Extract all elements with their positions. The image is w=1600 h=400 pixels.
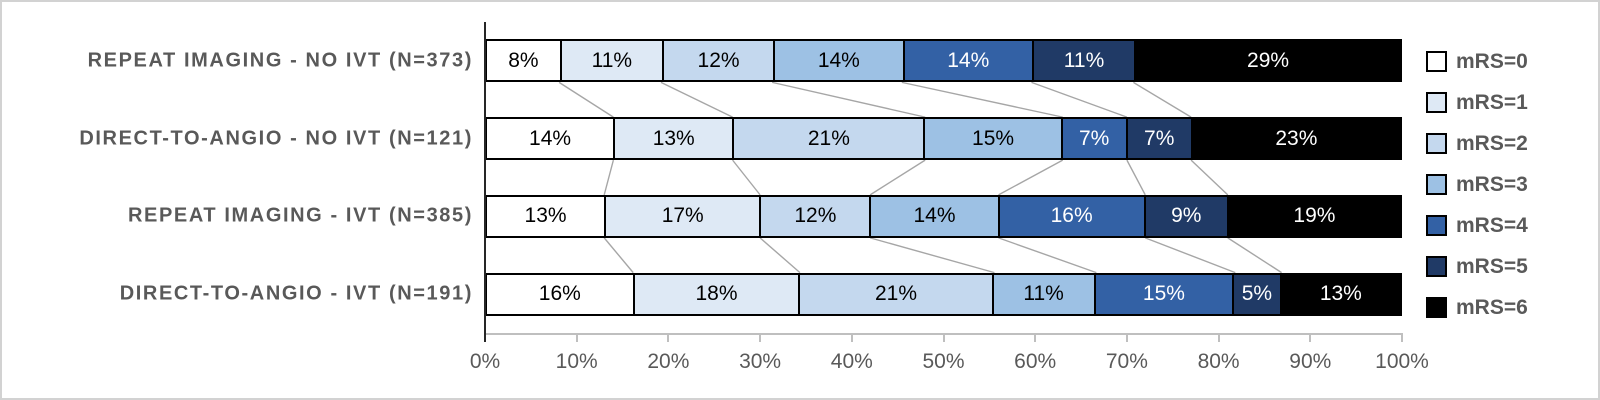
x-axis-tick [1217, 333, 1220, 342]
bar-segment-mrs6: 23% [1190, 119, 1400, 159]
x-axis-tick-label: 10% [555, 350, 598, 373]
x-axis-tick [759, 333, 762, 342]
legend-item-mrs2: mRS=2 [1426, 123, 1528, 164]
x-axis-tick [575, 333, 578, 342]
bar-segment-mrs2: 21% [732, 119, 924, 159]
legend-item-mrs6: mRS=6 [1426, 287, 1528, 328]
connector-line [603, 237, 634, 274]
x-axis-tick [1034, 333, 1037, 342]
connector-line [1031, 81, 1128, 118]
bar-segment-mrs2: 12% [661, 41, 774, 81]
x-axis-tick [850, 333, 853, 342]
connector-line [1126, 159, 1146, 196]
legend-swatch-icon [1426, 92, 1447, 113]
bar-segment-mrs0: 8% [487, 41, 560, 81]
bar-segment-mrs2: 12% [759, 196, 870, 236]
bar-row: 14% 13% 21% 15% 7% 7% 23% [485, 117, 1402, 161]
x-axis-tick-label: 60% [1014, 350, 1057, 373]
bar-row: 8% 11% 12% 14% 14% 11% 29% [485, 39, 1402, 83]
x-axis-tick-label: 90% [1289, 350, 1332, 373]
x-axis-tick-label: 50% [922, 350, 965, 373]
bar-segment-mrs5: 11% [1031, 41, 1135, 81]
legend-label: mRS=6 [1456, 295, 1528, 319]
x-axis-tick [1401, 333, 1403, 342]
legend-swatch-icon [1426, 51, 1447, 72]
bar-segment-mrs4: 16% [997, 196, 1144, 236]
x-axis-tick-label: 20% [647, 350, 690, 373]
bar-segment-mrs6: 19% [1226, 196, 1400, 236]
legend-label: mRS=3 [1456, 172, 1528, 196]
bar-segment-mrs3: 15% [923, 119, 1061, 159]
legend-item-mrs0: mRS=0 [1426, 41, 1528, 82]
legend-label: mRS=0 [1456, 49, 1528, 73]
category-label: DIRECT-TO-ANGIO - IVT (N=191) [119, 282, 473, 305]
bar-segment-mrs0: 13% [487, 196, 605, 236]
category-label: REPEAT IMAGING - IVT (N=385) [127, 204, 473, 227]
connector-line [901, 81, 1063, 118]
bar-segment-mrs5: 7% [1125, 119, 1191, 159]
connector-line [1190, 159, 1229, 196]
legend-swatch-icon [1426, 256, 1447, 277]
legend-label: mRS=2 [1456, 131, 1528, 155]
legend-swatch-icon [1426, 215, 1447, 236]
connector-line [1144, 237, 1236, 274]
connector-line [869, 237, 995, 274]
connector-line [660, 81, 733, 118]
bar-segment-mrs0: 16% [487, 274, 633, 314]
bar-segment-mrs6: 13% [1279, 274, 1400, 314]
connector-line [771, 81, 926, 118]
legend-swatch-icon [1426, 133, 1447, 154]
legend-label: mRS=4 [1456, 213, 1528, 237]
bar-segment-mrs0: 14% [487, 119, 614, 159]
legend-label: mRS=5 [1456, 254, 1528, 278]
bar-segment-mrs1: 18% [632, 274, 799, 314]
x-axis-tick-label: 70% [1105, 350, 1148, 373]
connector-line [558, 81, 614, 118]
connector-line [759, 237, 801, 274]
x-axis-tick-label: 0% [469, 350, 501, 373]
connector-line [998, 159, 1064, 196]
bar-segment-mrs3: 14% [773, 41, 903, 81]
x-axis-tick-label: 80% [1197, 350, 1240, 373]
x-axis-tick [1125, 333, 1128, 342]
bar-segment-mrs4: 15% [1093, 274, 1233, 314]
bar-segment-mrs3: 11% [991, 274, 1094, 314]
bar-segment-mrs5: 9% [1143, 196, 1227, 236]
legend-label: mRS=1 [1456, 90, 1528, 114]
legend: mRS=0 mRS=1 mRS=2 mRS=3 mRS=4 mRS=5 mRS=6 [1426, 41, 1528, 328]
connector-line [1133, 81, 1192, 118]
bar-segment-mrs5: 5% [1232, 274, 1280, 314]
bar-row: 13% 17% 12% 14% 16% 9% 19% [485, 194, 1402, 238]
bar-segment-mrs1: 17% [604, 196, 760, 236]
x-axis-tick-label: 100% [1375, 350, 1429, 373]
bar-row: 16% 18% 21% 11% 15% 5% 13% [485, 272, 1402, 316]
x-axis-tick-label: 40% [830, 350, 873, 373]
connector-line [732, 159, 761, 196]
bar-segment-mrs4: 14% [902, 41, 1032, 81]
y-axis-line [484, 22, 486, 342]
connector-line [1227, 237, 1282, 274]
bar-segment-mrs2: 21% [798, 274, 992, 314]
bar-segment-mrs1: 11% [559, 41, 662, 81]
bar-segment-mrs6: 29% [1134, 41, 1401, 81]
bar-segment-mrs3: 14% [869, 196, 998, 236]
bar-segment-mrs4: 7% [1060, 119, 1126, 159]
legend-swatch-icon [1426, 297, 1447, 318]
x-axis-tick-label: 30% [739, 350, 782, 373]
legend-item-mrs3: mRS=3 [1426, 164, 1528, 205]
category-label: DIRECT-TO-ANGIO - NO IVT (N=121) [79, 127, 473, 150]
connector-line [998, 237, 1097, 274]
legend-item-mrs5: mRS=5 [1426, 246, 1528, 287]
legend-swatch-icon [1426, 174, 1447, 195]
legend-item-mrs4: mRS=4 [1426, 205, 1528, 246]
connector-line [603, 159, 615, 196]
legend-item-mrs1: mRS=1 [1426, 82, 1528, 123]
x-axis-tick [942, 333, 945, 342]
connector-line [869, 159, 926, 196]
x-axis-tick [667, 333, 670, 342]
category-label: REPEAT IMAGING - NO IVT (N=373) [87, 49, 473, 72]
bar-segment-mrs1: 13% [613, 119, 733, 159]
x-axis-tick [1309, 333, 1312, 342]
